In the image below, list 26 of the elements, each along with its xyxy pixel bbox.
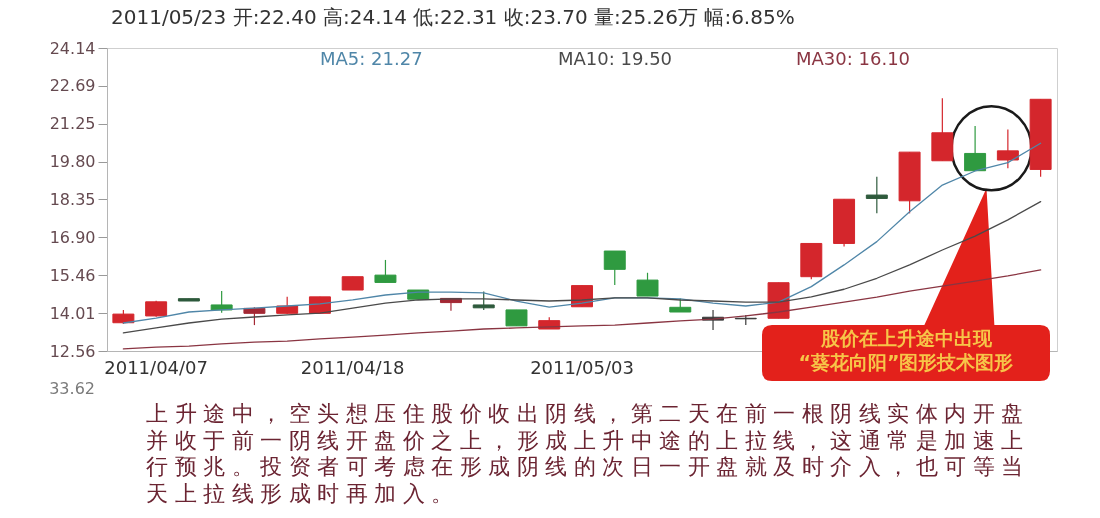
text: 上升途中，空头想压住股价收出阴线，第二天在前一根阴线实体内开盘并收于前一阴线开盘价之上，形成上升中途的上拉线，这通常是加速上行预兆。投资者可考虑在形成阴线的次日一开盘就及时介入，也可等当天上拉线形成时再加入。 — [146, 401, 1031, 507]
line-series — [122, 269, 1042, 350]
y-tick-label: 15.46 — [49, 265, 96, 285]
candlestick — [636, 272, 659, 297]
x-tick-label: 2011/05/03 — [530, 356, 634, 378]
y-tick-label: 18.35 — [49, 190, 96, 209]
y-tick-label: 24.14 — [49, 38, 96, 58]
annotation: 股价在上升途中出现 “葵花向阳”图形技术图形 — [798, 327, 1014, 373]
candlestick — [603, 250, 626, 286]
y-tick-label: 12.56 — [49, 341, 96, 361]
text: MA5: 21.27 — [320, 48, 423, 69]
candlestick — [865, 176, 888, 214]
text: MA10: 19.50 — [558, 48, 673, 69]
candlestick — [374, 259, 397, 284]
candlestick — [996, 128, 1019, 169]
x-tick-label: 2011/04/07 — [104, 356, 209, 378]
x-tick-label: 2011/04/18 — [300, 356, 405, 378]
y-tick-label: 19.80 — [49, 152, 96, 172]
y-tick-label: 21.25 — [49, 114, 96, 134]
y-tick-label: 16.90 — [49, 227, 96, 247]
text: MA30: 16.10 — [796, 48, 911, 69]
chart-title: 2011/05/23 开:22.40 高:24.14 低:22.31 收:23.70 量:25.26万 幅:6.85% — [111, 5, 795, 29]
text: 33.62 — [49, 379, 95, 398]
y-tick-label: 14.01 — [49, 303, 96, 323]
candlestick — [964, 125, 987, 172]
y-tick-label: 22.69 — [49, 76, 96, 96]
